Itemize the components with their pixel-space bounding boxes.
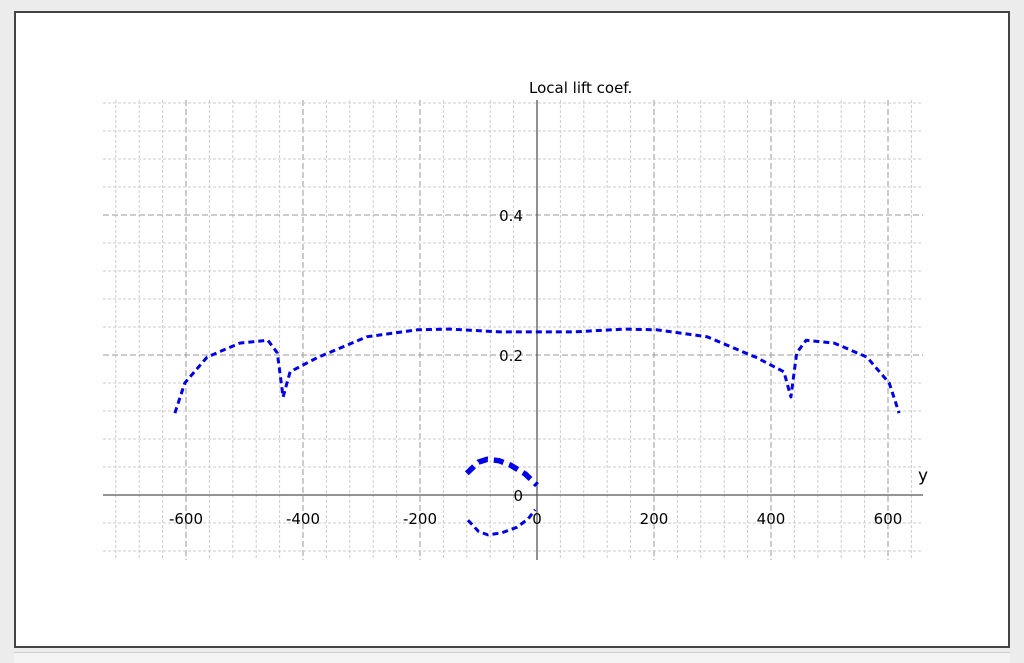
y-tick-label: 0.2 [499, 347, 523, 365]
series-line-2 [466, 508, 537, 537]
grid [103, 100, 923, 560]
x-tick-label: -400 [286, 510, 320, 528]
y-axis-label: Local lift coef. [529, 79, 632, 97]
x-tick-label: 600 [874, 510, 903, 528]
x-tick-label: -600 [169, 510, 203, 528]
tick-labels: -600 -400 -200 0 200 400 600 0 0.2 0.4 [169, 207, 902, 528]
series-line-0 [173, 327, 901, 414]
x-tick-label: -200 [403, 510, 437, 528]
series-line-1 [464, 456, 539, 488]
status-strip [14, 652, 1010, 663]
y-tick-label: 0 [513, 487, 523, 505]
x-tick-label: 200 [640, 510, 669, 528]
y-tick-label: 0.4 [499, 207, 523, 225]
curves [173, 327, 901, 537]
x-axis-label: y [918, 466, 928, 486]
plot-window [14, 11, 1010, 648]
x-tick-label: 400 [757, 510, 786, 528]
x-tick-label: 0 [532, 510, 542, 528]
